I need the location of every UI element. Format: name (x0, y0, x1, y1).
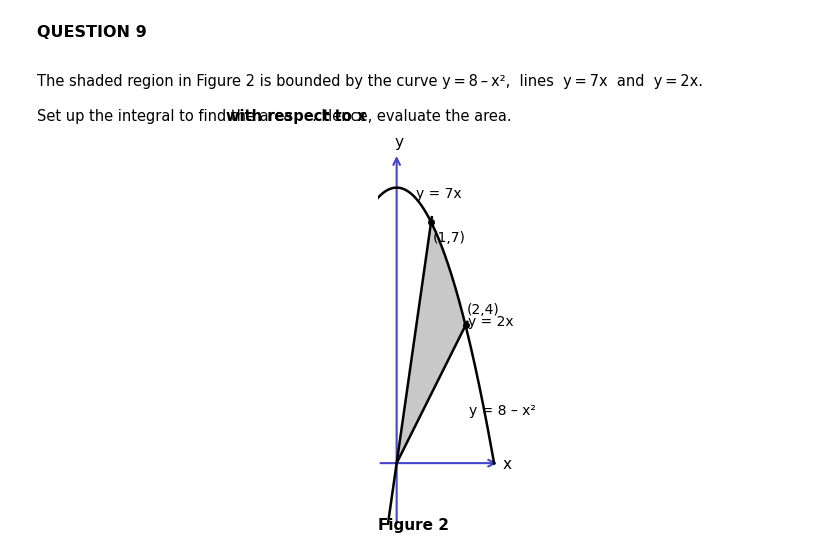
Polygon shape (396, 222, 465, 463)
Text: y = 2x: y = 2x (468, 315, 514, 329)
Text: The shaded region in Figure 2 is bounded by the curve y = 8 – x²,  lines  y = 7x: The shaded region in Figure 2 is bounded… (37, 74, 702, 89)
Text: Set up the integral to find the area with respect to x: Set up the integral to find the area wit… (37, 109, 419, 124)
Text: x: x (502, 457, 511, 473)
Text: . Hence, evaluate the area.: . Hence, evaluate the area. (312, 109, 511, 124)
Text: y = 8 – x²: y = 8 – x² (468, 404, 535, 418)
Text: (1,7): (1,7) (432, 231, 465, 245)
Text: y: y (394, 135, 404, 150)
Text: y = 7x: y = 7x (415, 188, 461, 201)
Text: (2,4): (2,4) (466, 302, 499, 317)
Text: Figure 2: Figure 2 (378, 519, 449, 533)
Text: QUESTION 9: QUESTION 9 (37, 25, 147, 39)
Text: Set up the integral to find the area: Set up the integral to find the area (37, 109, 297, 124)
Text: with respect to x: with respect to x (226, 109, 366, 124)
